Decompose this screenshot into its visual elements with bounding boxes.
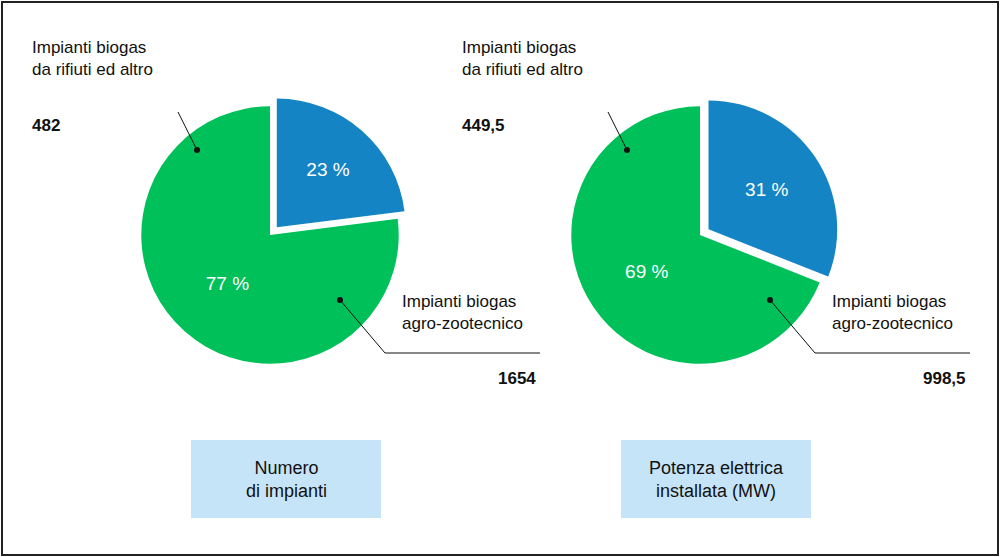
svg-text:Impianti biogasda rifiuti ed a: Impianti biogasda rifiuti ed altro [32, 38, 153, 79]
svg-text:Potenza elettricainstallata (M: Potenza elettricainstallata (MW) [649, 458, 784, 501]
svg-text:69 %: 69 % [625, 261, 668, 282]
svg-text:23 %: 23 % [306, 159, 349, 180]
svg-text:31 %: 31 % [745, 179, 788, 200]
svg-text:Impianti biogasagro-zootecnico: Impianti biogasagro-zootecnico [832, 292, 953, 333]
svg-text:482: 482 [32, 116, 60, 135]
svg-text:449,5: 449,5 [462, 116, 505, 135]
svg-text:Numerodi impianti: Numerodi impianti [246, 458, 327, 501]
svg-text:Impianti biogasagro-zootecnico: Impianti biogasagro-zootecnico [402, 292, 523, 333]
svg-text:998,5: 998,5 [923, 369, 966, 388]
svg-text:77 %: 77 % [206, 273, 249, 294]
svg-text:1654: 1654 [498, 369, 536, 388]
svg-text:Impianti biogasda rifiuti ed a: Impianti biogasda rifiuti ed altro [462, 38, 583, 79]
